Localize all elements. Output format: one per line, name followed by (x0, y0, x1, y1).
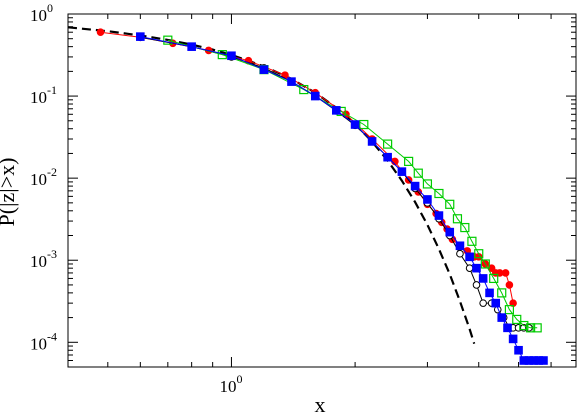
series-2 (163, 35, 542, 333)
data-point (472, 263, 481, 273)
series-0 (96, 28, 517, 307)
data-point (512, 314, 522, 325)
data-point (397, 167, 407, 176)
data-point (136, 32, 145, 41)
y-tick-label: 100 (30, 1, 53, 25)
data-point (410, 181, 420, 191)
data-point (465, 252, 474, 262)
x-tick-base: 10 (219, 377, 236, 396)
data-point (383, 139, 393, 149)
y-axis-label: P(|z|>x) (0, 158, 19, 227)
y-tick-base: 10 (30, 252, 47, 271)
y-tick-exponent: 0 (47, 1, 53, 15)
data-point (96, 28, 105, 37)
data-point (163, 35, 173, 45)
y-tick-label: 10-3 (30, 247, 57, 271)
data-point (287, 77, 296, 86)
data-point (491, 298, 501, 308)
y-tick-exponent: -2 (47, 165, 57, 179)
y-tick-label: 10-2 (30, 165, 57, 189)
data-point (505, 281, 514, 289)
data-point (455, 241, 465, 251)
data-point (478, 274, 488, 283)
data-point (489, 273, 499, 284)
series-line (140, 36, 529, 329)
y-tick-base: 10 (30, 6, 47, 25)
data-point (332, 106, 341, 115)
series-line (100, 31, 514, 304)
data-point (504, 305, 514, 315)
data-point (227, 51, 236, 61)
series-1 (136, 33, 533, 332)
data-point (485, 288, 494, 298)
data-point (532, 323, 542, 333)
series-line (167, 39, 538, 329)
data-point (310, 91, 320, 101)
data-point (350, 120, 360, 129)
series-line (140, 36, 544, 361)
data-point (422, 179, 433, 189)
data-point (434, 211, 444, 220)
data-point (539, 356, 548, 365)
data-point (519, 320, 529, 331)
data-point (367, 137, 377, 146)
data-point (503, 323, 512, 333)
data-point (514, 345, 523, 355)
data-point (187, 42, 196, 51)
data-point (259, 65, 269, 74)
y-tick-exponent: -4 (47, 329, 57, 343)
y-tick-label: 10-1 (30, 83, 57, 107)
y-tick-base: 10 (30, 170, 47, 189)
data-point (460, 222, 470, 233)
data-point (480, 259, 490, 269)
data-point (383, 152, 392, 162)
data-point (456, 249, 464, 258)
data-point (445, 227, 455, 237)
data-point (299, 84, 309, 95)
data-point (508, 334, 518, 344)
data-point (497, 313, 507, 322)
data-point (423, 195, 432, 204)
data-point (467, 236, 477, 246)
data-point (474, 249, 484, 259)
data-point (391, 157, 399, 166)
x-tick-label: 100 (219, 372, 242, 396)
data-point (413, 168, 423, 178)
data-point (445, 199, 455, 209)
data-point (501, 269, 510, 277)
data-point (434, 188, 444, 199)
data-point (404, 156, 414, 166)
y-tick-base: 10 (30, 88, 47, 107)
series-3 (136, 32, 548, 365)
data-point (479, 299, 487, 307)
data-point (497, 288, 507, 298)
x-tick-exponent: 0 (236, 372, 242, 386)
data-point (526, 323, 536, 333)
y-tick-exponent: -3 (47, 247, 57, 261)
data-point (359, 119, 369, 130)
y-tick-exponent: -1 (47, 83, 57, 97)
data-point (465, 264, 474, 272)
x-axis-label: x (315, 392, 326, 414)
data-point (472, 281, 481, 289)
y-tick-base: 10 (30, 334, 47, 353)
data-point (452, 214, 463, 224)
y-tick-label: 10-4 (30, 329, 57, 353)
